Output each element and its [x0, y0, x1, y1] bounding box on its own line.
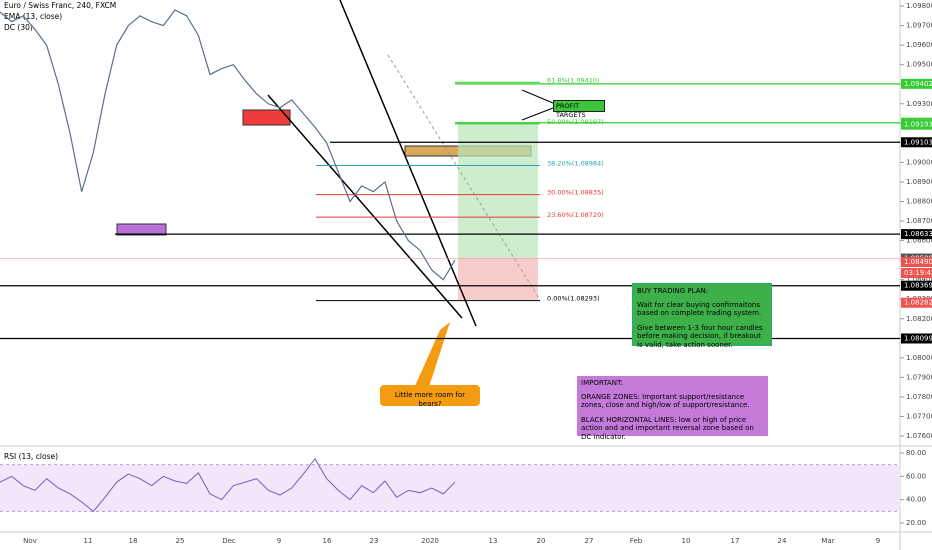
price-tag — [901, 229, 932, 240]
x-tick-label: 10 — [682, 537, 691, 545]
price-tag-label: 1.08490 — [904, 258, 932, 266]
x-tick-label: 25 — [176, 537, 185, 545]
price-tag — [901, 257, 932, 268]
x-tick-label: 9 — [876, 537, 880, 545]
y-tick-label: 1.08700 — [906, 217, 932, 225]
y-tick-label: 1.09800 — [906, 2, 932, 10]
x-tick-label: 9 — [277, 537, 281, 545]
rsi-tick-label: 20.00 — [906, 519, 926, 527]
x-tick-label: 16 — [323, 537, 332, 545]
y-tick-label: 1.09000 — [906, 158, 932, 166]
x-tick-label: 20 — [537, 537, 546, 545]
rsi-tick-label: 60.00 — [906, 472, 926, 480]
zone — [116, 223, 167, 236]
legend-indicator: EMA (13, close) — [4, 12, 62, 21]
trendline — [267, 94, 463, 319]
price-tag — [901, 78, 932, 89]
x-tick-label: 24 — [778, 537, 787, 545]
x-tick-label: Nov — [23, 537, 37, 545]
price-tag-label: 1.08099 — [904, 334, 932, 342]
y-tick-label: 1.07800 — [906, 393, 932, 401]
y-tick-label: 1.09500 — [906, 61, 932, 69]
countdown-tag — [901, 268, 932, 279]
fib-label: 50.00%(1.09197) — [547, 118, 604, 126]
y-tick-label: 1.08600 — [906, 237, 932, 245]
x-tick-label: Feb — [630, 537, 643, 545]
price-tag-label: 1.09193 — [904, 121, 932, 129]
y-tick-label: 1.08900 — [906, 178, 932, 186]
countdown: 03:19:42 — [904, 269, 932, 277]
legend-title: Euro / Swiss Franc, 240, FXCM — [4, 1, 116, 10]
price-tag-label: 1.08633 — [904, 230, 932, 238]
price-tag-label: 1.09103 — [904, 138, 932, 146]
note-line: Give between 1-3 four hour candles befor… — [637, 323, 763, 349]
y-tick-label: 1.08200 — [906, 315, 932, 323]
price-tag — [901, 297, 932, 308]
y-tick-label: 1.07600 — [906, 432, 932, 440]
price-tag — [901, 137, 932, 148]
dashed-line — [387, 54, 541, 301]
y-tick-label: 1.07900 — [906, 373, 932, 381]
y-tick-label: 1.07700 — [906, 412, 932, 420]
y-tick-label: 1.08400 — [906, 276, 932, 284]
arrow — [521, 107, 554, 121]
rsi-band — [0, 464, 900, 512]
price-tag — [901, 280, 932, 291]
y-tick-label: 1.08800 — [906, 197, 932, 205]
rsi-tick-label: 40.00 — [906, 496, 926, 504]
plot-bg — [0, 0, 900, 445]
note-box: BUY TRADING PLAN: Wait for clear buying c… — [632, 283, 772, 349]
target-box — [458, 124, 538, 258]
x-tick-label: Mar — [821, 537, 834, 545]
y-tick-label: 1.09300 — [906, 100, 932, 108]
note-box: IMPORTANT: ORANGE ZONES: Important suppor… — [577, 376, 768, 441]
y-tick-label: 1.09700 — [906, 22, 932, 30]
fib-label: 0.00%(1.08293) — [547, 295, 600, 303]
note-line: ORANGE ZONES: Important support/resistan… — [581, 392, 750, 410]
x-tick-label: 17 — [731, 537, 740, 545]
y-tick-label: 1.08000 — [906, 354, 932, 362]
stop-box — [458, 258, 538, 300]
legend-indicator: DC (30) — [4, 23, 33, 32]
fib-label: 61.8%(1.09410) — [547, 76, 600, 84]
fib-label: 30.00%(1.08835) — [547, 189, 604, 197]
rsi-line — [0, 457, 456, 513]
y-tick-label: 1.09600 — [906, 41, 932, 49]
note-line: BUY TRADING PLAN: — [637, 287, 709, 295]
x-tick-label: Dec — [222, 537, 236, 545]
x-tick-label: 27 — [585, 537, 594, 545]
note-line: BLACK HORIZONTAL LINES: low or high of p… — [581, 415, 754, 441]
note-line: IMPORTANT: — [581, 379, 623, 387]
x-tick-label: 13 — [489, 537, 498, 545]
x-tick-label: 23 — [370, 537, 379, 545]
annotation: PROFIT TARGETS — [553, 100, 605, 119]
x-tick-label: 18 — [129, 537, 138, 545]
x-tick-label: 11 — [84, 537, 93, 545]
price-line — [0, 9, 456, 281]
fib-label: 38.20%(1.08984) — [547, 160, 604, 168]
price-tag-label: 1.08282 — [904, 299, 932, 307]
fib-label: 23.60%(1.08720) — [547, 211, 604, 219]
price-tag-label: 1.09402 — [904, 80, 932, 88]
rsi-tick-label: 80.00 — [906, 449, 926, 457]
note-line: Wait for clear buying confirmaitons base… — [637, 300, 762, 318]
zone — [242, 109, 291, 126]
arrow — [521, 89, 554, 104]
price-tag — [901, 119, 932, 130]
price-tag-label: 1.08369 — [904, 282, 932, 290]
rsi-title: RSI (13, close) — [4, 452, 58, 461]
trendline — [339, 0, 477, 327]
annotation: Little more room for bears? — [380, 385, 480, 408]
x-tick-label: 2020 — [421, 537, 439, 545]
price-tag — [901, 333, 932, 344]
